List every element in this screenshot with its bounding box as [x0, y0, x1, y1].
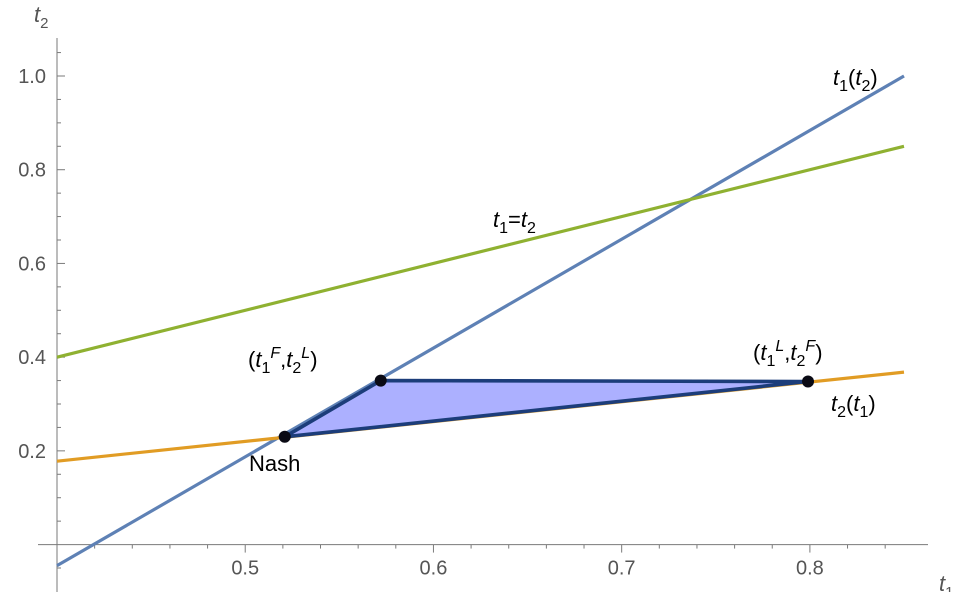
x-tick-label: 0.6: [420, 558, 448, 580]
points-layer: [278, 374, 815, 443]
x-axis-label: t1: [939, 571, 953, 592]
x-tick-label: 0.5: [231, 558, 259, 580]
label-leader-follower: (t1L,t2F): [753, 338, 823, 370]
x-tick-label: 0.8: [796, 558, 824, 580]
point-nash: [278, 430, 291, 443]
y-axis-label: t2: [34, 2, 48, 32]
label-t1-eq-t2: t1=t2: [493, 207, 536, 237]
y-tick-label: 0.4: [18, 347, 46, 369]
y-tick-label: 0.8: [18, 160, 46, 182]
series-line-0: [56, 74, 905, 568]
point-follower-leader: [374, 374, 387, 387]
label-nash: Nash: [249, 451, 300, 476]
y-tick-label: 0.2: [18, 441, 46, 463]
axes: 0.5 0.6 0.7 0.8 0.2 0.4 0.6 0.8 1.0 t1 t2: [18, 2, 953, 592]
label-follower-leader: (t1F,t2L): [248, 345, 318, 377]
series-line-1: [56, 144, 905, 359]
point-leader-follower: [802, 375, 815, 388]
x-tick-label: 0.7: [608, 558, 636, 580]
y-tick-label: 1.0: [18, 66, 46, 88]
region-outline: [282, 378, 810, 439]
label-t1-of-t2: t1(t2): [833, 65, 878, 95]
y-tick-label: 0.6: [18, 253, 46, 275]
labels-layer: t1(t2) t1=t2 t2(t1) (t1F,t2L) (t1L,t2F) Nash: [248, 65, 878, 476]
series-layer: [56, 74, 905, 568]
label-t2-of-t1: t2(t1): [831, 391, 876, 421]
